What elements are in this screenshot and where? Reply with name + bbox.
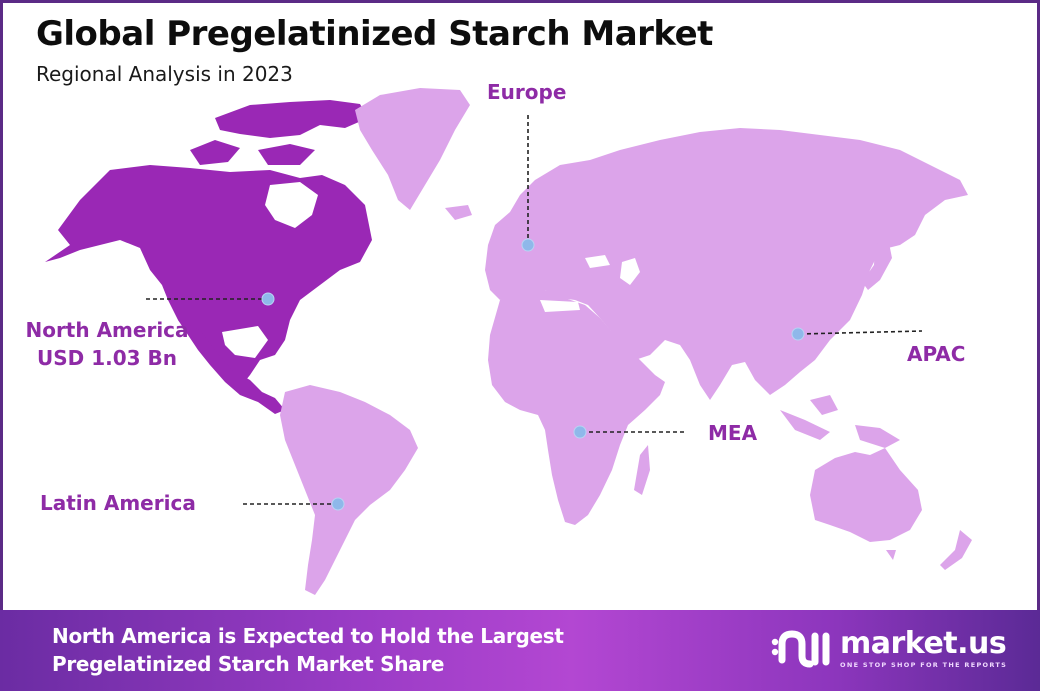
label-apac-text: APAC — [907, 342, 966, 366]
regions-other — [280, 88, 972, 595]
label-europe-text: Europe — [487, 80, 567, 104]
hudson-bay — [265, 182, 318, 228]
label-latin-america: Latin America — [40, 489, 196, 517]
eurasia — [485, 128, 968, 400]
south-america — [280, 385, 418, 595]
brand: market.us ONE STOP SHOP FOR THE REPORTS — [770, 628, 1007, 670]
footer-headline: North America is Expected to Hold the La… — [52, 622, 564, 678]
location-dot-icon — [791, 327, 805, 341]
markers — [261, 238, 805, 511]
brand-tagline: ONE STOP SHOP FOR THE REPORTS — [840, 661, 1008, 669]
footer-banner: North America is Expected to Hold the La… — [0, 610, 1040, 691]
label-europe: Europe — [487, 78, 566, 106]
label-latin-america-text: Latin America — [40, 491, 196, 515]
black-sea — [585, 255, 610, 268]
caspian-sea — [620, 258, 640, 285]
label-north-america-value: USD 1.03 Bn — [37, 346, 177, 370]
label-north-america: North America USD 1.03 Bn — [12, 316, 202, 372]
leader-line-apac — [799, 330, 923, 335]
gulf-of-mexico — [222, 326, 268, 358]
location-dot-icon — [573, 425, 587, 439]
label-north-america-name: North America — [25, 318, 189, 342]
label-mea-text: MEA — [708, 421, 758, 445]
market-us-logo-icon — [771, 630, 830, 668]
location-dot-icon — [331, 497, 345, 511]
world-map — [45, 88, 972, 595]
brand-name: market.us — [840, 626, 1007, 661]
leader-lines — [146, 115, 923, 505]
australia — [810, 448, 922, 542]
page-subtitle: Regional Analysis in 2023 — [36, 62, 293, 86]
location-dot-icon — [261, 292, 275, 306]
mediterranean-sea — [540, 300, 580, 312]
location-dot-icon — [521, 238, 535, 252]
footer-headline-line1: North America is Expected to Hold the La… — [52, 624, 564, 648]
label-apac: APAC — [907, 340, 965, 368]
label-mea: MEA — [708, 419, 757, 447]
africa — [488, 290, 665, 525]
footer-headline-line2: Pregelatinized Starch Market Share — [52, 652, 445, 676]
page-title: Global Pregelatinized Starch Market — [36, 14, 713, 54]
greenland — [355, 88, 470, 210]
